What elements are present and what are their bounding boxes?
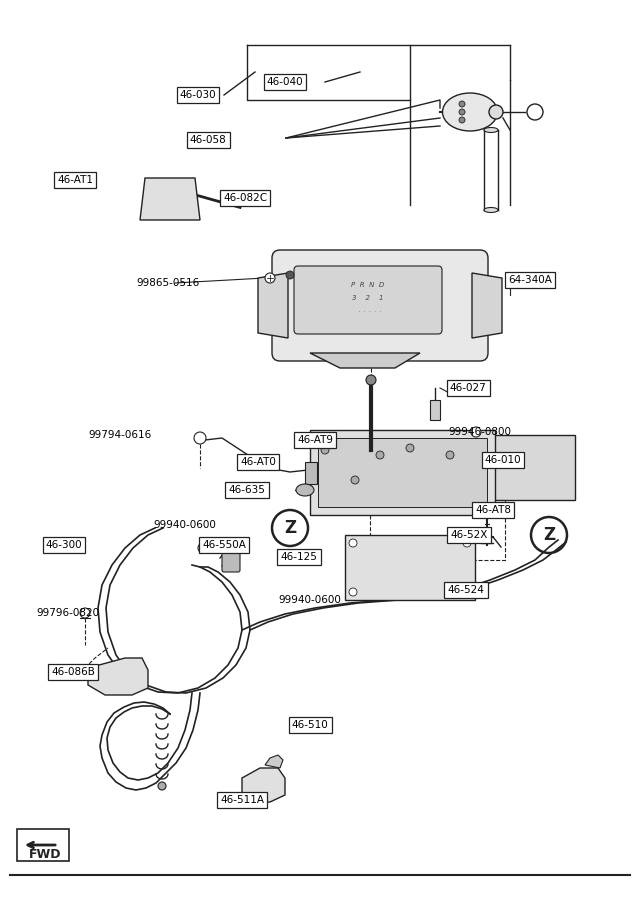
- Circle shape: [489, 105, 503, 119]
- Ellipse shape: [442, 93, 497, 131]
- Circle shape: [198, 543, 208, 553]
- Text: 99796-0820: 99796-0820: [36, 608, 100, 618]
- Text: 46-524: 46-524: [447, 585, 484, 595]
- Circle shape: [158, 782, 166, 790]
- Polygon shape: [88, 658, 148, 695]
- Ellipse shape: [484, 128, 498, 132]
- Circle shape: [471, 427, 481, 437]
- FancyBboxPatch shape: [318, 438, 487, 507]
- Text: 46-AT1: 46-AT1: [57, 175, 93, 185]
- Circle shape: [406, 444, 414, 452]
- Polygon shape: [265, 755, 283, 768]
- Circle shape: [351, 476, 359, 484]
- Circle shape: [376, 451, 384, 459]
- Text: 64-340A: 64-340A: [508, 275, 552, 285]
- Text: P  R  N  D: P R N D: [351, 282, 385, 288]
- Polygon shape: [140, 178, 200, 220]
- Text: 46-635: 46-635: [228, 485, 266, 495]
- Circle shape: [463, 588, 471, 596]
- Text: 46-010: 46-010: [484, 455, 522, 465]
- Text: Z: Z: [284, 519, 296, 537]
- Circle shape: [321, 446, 329, 454]
- Text: .  .  .  .  .: . . . . .: [355, 309, 381, 313]
- Polygon shape: [310, 353, 420, 368]
- Text: 3    2    1: 3 2 1: [352, 295, 384, 301]
- Ellipse shape: [296, 484, 314, 496]
- Text: 46-030: 46-030: [180, 90, 216, 100]
- Text: 46-AT9: 46-AT9: [297, 435, 333, 445]
- FancyBboxPatch shape: [222, 548, 240, 572]
- Circle shape: [446, 451, 454, 459]
- Text: 46-AT8: 46-AT8: [475, 505, 511, 515]
- FancyBboxPatch shape: [490, 435, 575, 500]
- Text: 46-511A: 46-511A: [220, 795, 264, 805]
- Polygon shape: [472, 273, 502, 338]
- Circle shape: [80, 608, 90, 618]
- Text: 99865-0516: 99865-0516: [136, 278, 200, 288]
- FancyBboxPatch shape: [310, 430, 495, 515]
- FancyBboxPatch shape: [430, 400, 440, 420]
- Ellipse shape: [484, 208, 498, 212]
- Circle shape: [366, 375, 376, 385]
- Text: 46-027: 46-027: [450, 383, 486, 393]
- FancyBboxPatch shape: [294, 266, 442, 334]
- FancyBboxPatch shape: [305, 462, 317, 484]
- Text: 99794-0616: 99794-0616: [88, 430, 152, 440]
- Text: Z: Z: [543, 526, 555, 544]
- FancyBboxPatch shape: [345, 535, 475, 600]
- Circle shape: [463, 539, 471, 547]
- Text: 46-300: 46-300: [45, 540, 83, 550]
- Circle shape: [459, 117, 465, 123]
- Text: 46-082C: 46-082C: [223, 193, 267, 203]
- Text: 46-AT0: 46-AT0: [240, 457, 276, 467]
- Text: 46-510: 46-510: [292, 720, 328, 730]
- Circle shape: [194, 432, 206, 444]
- Circle shape: [265, 273, 275, 283]
- Text: 46-040: 46-040: [267, 77, 303, 87]
- Circle shape: [459, 109, 465, 115]
- Text: 99940-0600: 99940-0600: [278, 595, 341, 605]
- Text: 99946-0800: 99946-0800: [449, 427, 511, 437]
- FancyBboxPatch shape: [272, 250, 488, 361]
- Circle shape: [349, 539, 357, 547]
- Circle shape: [349, 588, 357, 596]
- Polygon shape: [242, 768, 285, 802]
- Circle shape: [459, 101, 465, 107]
- Circle shape: [286, 271, 294, 279]
- Text: 46-52X: 46-52X: [451, 530, 488, 540]
- Text: 99940-0600: 99940-0600: [154, 520, 216, 530]
- Polygon shape: [258, 273, 288, 338]
- Text: 46-058: 46-058: [189, 135, 227, 145]
- Text: 46-086B: 46-086B: [51, 667, 95, 677]
- Text: 46-125: 46-125: [280, 552, 317, 562]
- Text: 46-550A: 46-550A: [202, 540, 246, 550]
- Text: FWD: FWD: [29, 849, 61, 861]
